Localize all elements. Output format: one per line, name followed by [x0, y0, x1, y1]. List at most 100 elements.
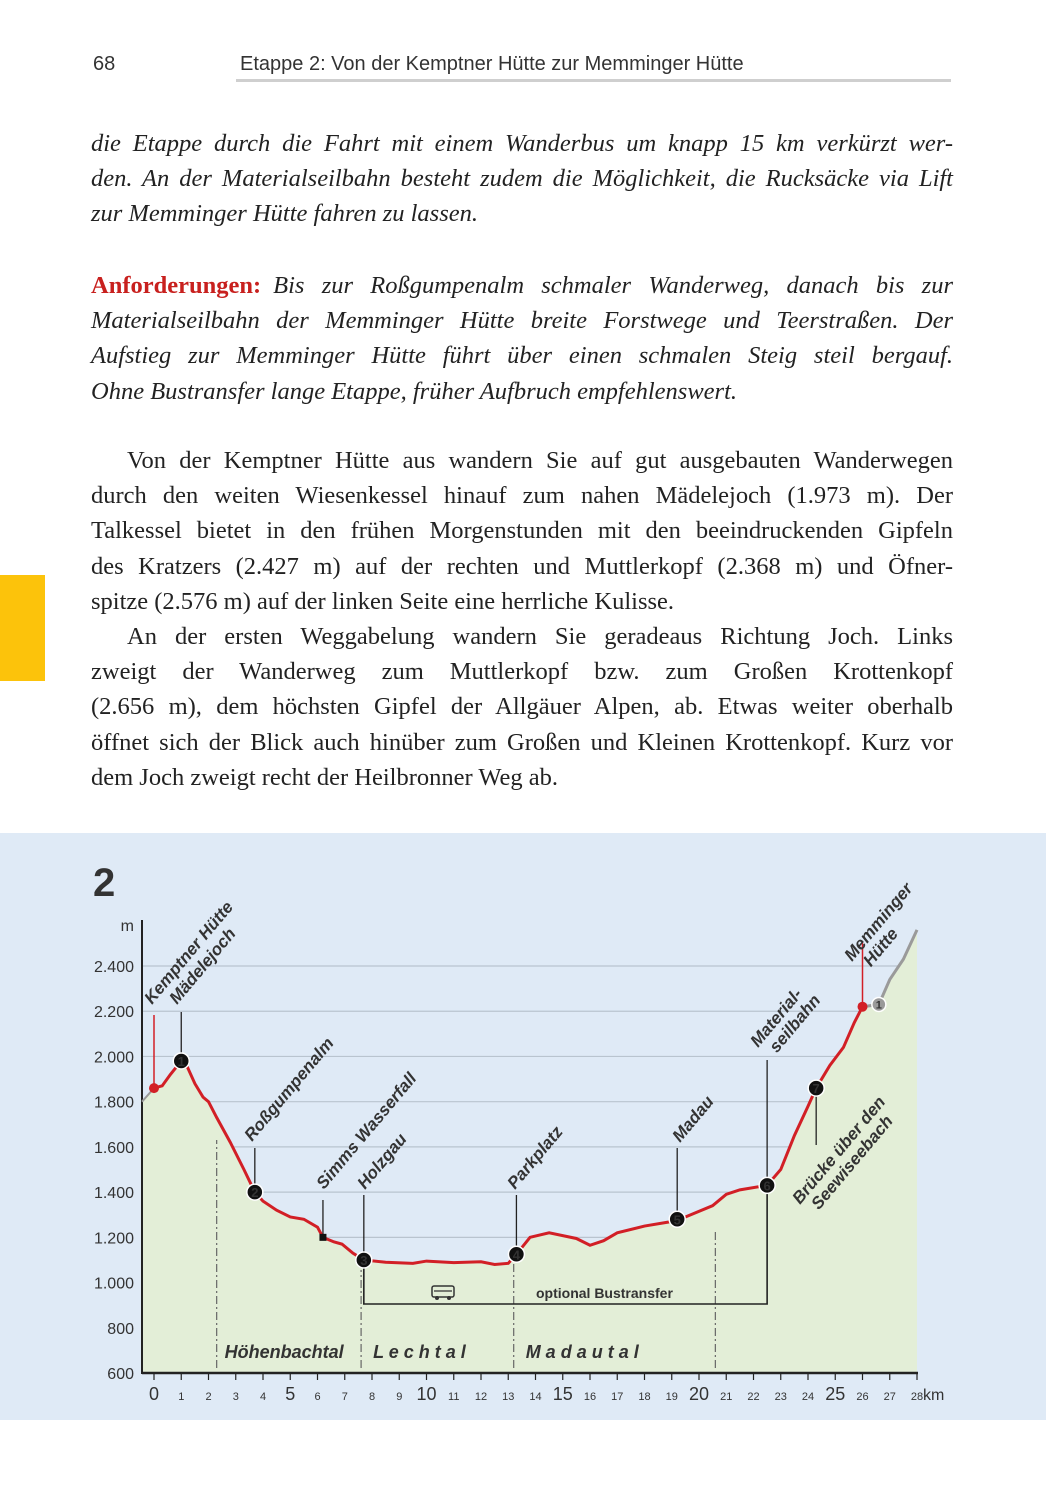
text-line: Ohne Bustransfer lange Etappe, früher Au…	[91, 377, 737, 405]
waypoint-square	[319, 1233, 327, 1241]
running-header: Etappe 2: Von der Kemptner Hütte zur Mem…	[240, 53, 744, 75]
bus-transfer-label: optional Bustransfer	[536, 1285, 673, 1301]
text-line: Von der Kemptner Hütte aus wandern Sie a…	[127, 447, 953, 474]
waypoint-label: Roßgumpenalm	[241, 1034, 338, 1145]
x-tick-label: 19	[666, 1391, 678, 1403]
waypoint-marker	[758, 1176, 776, 1195]
y-tick-label: 2.000	[94, 1049, 134, 1066]
region-label: L e c h t a l	[373, 1342, 467, 1362]
waypoint-number: 7	[813, 1081, 820, 1096]
x-axis-unit: km	[923, 1387, 944, 1404]
waypoint-marker	[246, 1183, 264, 1201]
requirements-label: Anforderungen:	[91, 272, 262, 299]
y-tick-label: 1.000	[94, 1276, 134, 1293]
x-tick-label: 10	[416, 1384, 436, 1404]
text-line: den. An der Materialseilbahn besteht zud…	[91, 165, 953, 193]
x-tick-label: 17	[611, 1391, 623, 1403]
region-label: Höhenbachtal	[225, 1342, 345, 1362]
waypoint-marker	[355, 1251, 373, 1269]
bus-transfer-bracket	[363, 1193, 768, 1305]
bus-icon	[431, 1285, 455, 1300]
x-tick-label: 4	[260, 1391, 266, 1403]
y-tick-label: 2.200	[94, 1004, 134, 1021]
x-tick-label: 7	[342, 1391, 348, 1403]
x-tick-label: 16	[584, 1391, 596, 1403]
endpoint-dot	[857, 1001, 868, 1012]
text-line: durch den weiten Wiesenkessel hinauf zum…	[91, 482, 953, 510]
next-stage-marker	[871, 996, 887, 1013]
waypoint-marker	[172, 1052, 190, 1070]
text-line: Materialseilbahn der Memminger Hütte bre…	[91, 307, 953, 335]
region-label: M a d a u t a l	[526, 1342, 640, 1362]
text-line: (2.656 m), dem höchsten Gipfel der Allgä…	[91, 693, 953, 721]
x-tick-label: 6	[314, 1391, 320, 1403]
waypoint-number: 4	[513, 1247, 521, 1262]
y-tick-label: 600	[107, 1366, 134, 1383]
bus-body	[431, 1285, 455, 1298]
paragraph-body: Von der Kemptner Hütte aus wandern Sie a…	[91, 443, 953, 795]
waypoint-number: 3	[360, 1253, 367, 1268]
endpoint-dot	[149, 1083, 159, 1094]
y-tick-label: 2.400	[94, 959, 134, 976]
page-number: 68	[93, 53, 116, 75]
chart-number: 2	[93, 861, 115, 905]
x-tick-label: 14	[529, 1391, 541, 1403]
text-line: zweigt der Wanderweg zum Muttlerkopf bzw…	[91, 658, 953, 686]
waypoint-marker	[507, 1245, 526, 1264]
x-tick-label: 18	[638, 1391, 650, 1403]
y-axis-unit: m	[121, 918, 134, 935]
x-tick-label: 28	[911, 1391, 923, 1403]
text-line: Talkessel bietet in den frühen Morgenstu…	[91, 517, 953, 545]
label-line: Madau	[669, 1092, 719, 1146]
x-tick-label: 25	[825, 1384, 845, 1404]
paragraph-intro: die Etappe durch die Fahrt mit einem Wan…	[91, 126, 953, 232]
elevation-profile-chart: 2 600 800 1.000 1.200 1.400 1.600 1.800 2.000 2.2…	[93, 861, 944, 1404]
label-line: Roßgumpenalm	[241, 1034, 338, 1145]
y-tick-label: 1.600	[94, 1140, 134, 1157]
x-tick-label: 1	[178, 1391, 184, 1403]
text-line: die Etappe durch die Fahrt mit einem Wan…	[91, 130, 953, 157]
paragraph-requirements: Anforderungen: Bis zur Roßgumpenalm schm…	[91, 268, 953, 409]
x-tick-label: 13	[502, 1391, 514, 1403]
waypoint-marker	[807, 1079, 825, 1097]
x-tick-label: 26	[856, 1391, 868, 1403]
y-tick-label: 1.200	[94, 1230, 134, 1247]
label-line: Parkplatz	[504, 1122, 567, 1192]
x-tick-label: 8	[369, 1391, 375, 1403]
text-line: dem Joch zweigt recht der Heilbronner We…	[91, 763, 558, 791]
waypoint-label: Madau	[669, 1092, 719, 1146]
waypoint-number: 2	[251, 1185, 258, 1200]
text-line: Aufstieg zur Memminger Hütte führt über …	[91, 342, 953, 370]
x-tick-label: 22	[747, 1391, 759, 1403]
text-line: zur Memminger Hütte fahren zu lassen.	[91, 200, 478, 228]
x-tick-label: 9	[396, 1391, 402, 1403]
text-line: des Kratzers (2.427 m) auf der rechten u…	[91, 552, 953, 580]
x-tick-label: 5	[285, 1384, 295, 1404]
profile-area	[142, 929, 917, 1373]
x-tick-label: 23	[775, 1391, 787, 1403]
x-tick-label: 27	[884, 1391, 896, 1403]
y-tick-label: 800	[107, 1321, 134, 1338]
waypoint-number: 6	[764, 1178, 771, 1193]
bus-wheel	[447, 1296, 451, 1300]
route-line	[153, 1006, 864, 1266]
y-tick-label: 1.400	[94, 1185, 134, 1202]
next-stage-number: 1	[876, 999, 882, 1011]
x-tick-label: 12	[475, 1391, 487, 1403]
x-tick-label: 0	[149, 1384, 159, 1404]
text-line: spitze (2.576 m) auf der linken Seite ei…	[91, 587, 675, 615]
x-tick-label: 20	[689, 1384, 709, 1404]
x-tick-label: 11	[448, 1391, 459, 1403]
endpoint-label: MemmingerHütte	[841, 878, 932, 976]
waypoint-number: 5	[674, 1212, 681, 1227]
y-tick-label: 1.800	[94, 1095, 134, 1112]
x-tick-label: 21	[720, 1391, 732, 1403]
bus-wheel	[435, 1296, 439, 1300]
waypoint-number: 1	[178, 1054, 185, 1069]
waypoint-label: Material-seilbahn	[747, 979, 825, 1062]
x-tick-label: 3	[233, 1391, 239, 1403]
x-tick-label: 24	[802, 1391, 814, 1403]
x-tick-label: 15	[553, 1384, 573, 1404]
chapter-thumb-tab	[0, 575, 45, 681]
text-line: öffnet sich der Blick auch hinüber zum G…	[91, 728, 953, 756]
